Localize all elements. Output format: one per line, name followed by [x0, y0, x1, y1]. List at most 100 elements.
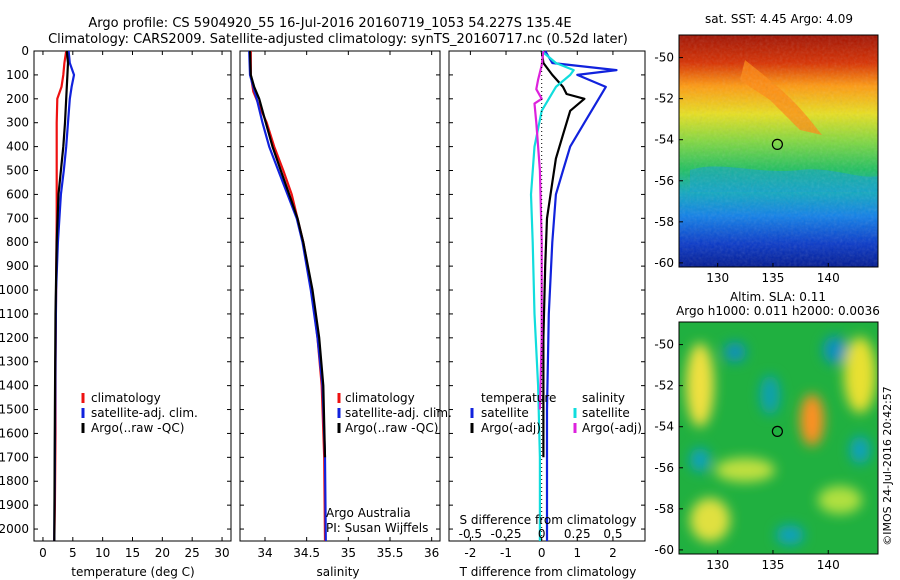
- temperature-axis-label: temperature (deg C): [71, 565, 194, 579]
- temperature-axis: 0 5 10 15 20 25 30: [39, 51, 230, 560]
- depth-tick-label: 700: [6, 211, 29, 225]
- legend-heading-temperature: temperature: [481, 391, 556, 405]
- depth-tick-label: 200: [6, 92, 29, 106]
- map-y-tick-label: -52: [654, 379, 674, 393]
- series-line: [544, 50, 618, 541]
- series-line: [529, 50, 575, 541]
- sst-map-axes: 130 135 140 -50 -52 -54 -56 -58 -60: [654, 51, 839, 285]
- depth-tick-label: 1500: [0, 403, 29, 417]
- map-x-tick-label: 140: [817, 271, 840, 285]
- sla-map-panel: Altim. SLA: 0.11 Argo h1000: 0.011 h2000…: [654, 290, 880, 572]
- map-y-tick-label: -58: [654, 502, 674, 516]
- sla-blob: [823, 336, 847, 364]
- temperature-series: [53, 50, 76, 542]
- legend-label-sal-satellite: satellite: [582, 406, 630, 420]
- map-y-tick-label: -50: [654, 51, 674, 65]
- map-x-tick-label: 130: [706, 558, 729, 572]
- map-y-tick-label: -54: [654, 420, 674, 434]
- sla-map-subtitle: Argo h1000: 0.011 h2000: 0.0036: [676, 304, 880, 318]
- legend-label-argo: Argo(..raw -QC): [91, 421, 184, 435]
- map-y-tick-label: -50: [654, 338, 674, 352]
- header-subtitle: Climatology: CARS2009. Satellite-adjuste…: [48, 32, 628, 47]
- sla-map-title: Altim. SLA: 0.11: [730, 290, 826, 304]
- sla-blob: [690, 448, 710, 472]
- series-line: [248, 50, 327, 458]
- depth-tick-label: 800: [6, 235, 29, 249]
- x-tick-label: 36: [424, 546, 439, 560]
- sst-profile-marker: [771, 138, 783, 150]
- sst-map-title: sat. SST: 4.45 Argo: 4.09: [705, 12, 853, 26]
- x-tick-label: 30: [214, 546, 229, 560]
- x-tick-label: 1: [573, 546, 581, 560]
- depth-tick-label: 300: [6, 116, 29, 130]
- x-tick-label: 2: [609, 546, 617, 560]
- header-title: Argo profile: CS 5904920_55 16-Jul-2016 …: [88, 16, 571, 31]
- salinity-legend: climatology satellite-adj. clim. Argo(..…: [337, 391, 452, 435]
- depth-tick-label: 2000: [0, 522, 29, 536]
- sla-blob: [690, 498, 730, 542]
- sla-blob: [724, 342, 746, 362]
- difference-legend: temperature salinity satellite Argo(-adj…: [470, 391, 642, 435]
- x-tick-label: 35: [341, 546, 356, 560]
- difference-panel: -2 -1 0 1 2 temperature salinity satellite A…: [448, 50, 646, 579]
- legend-label-sal-argo: Argo(-adj): [582, 421, 642, 435]
- salinity-axis: 34 34.5 35 35.5 36: [257, 51, 439, 560]
- map-y-tick-label: -56: [654, 461, 674, 475]
- x-tick-label: -2: [464, 546, 476, 560]
- imos-credit: ©IMOS 24-Jul-2016 20:42:57: [881, 386, 894, 546]
- t-difference-axis-label: T difference from climatology: [459, 565, 637, 579]
- depth-tick-label: 900: [6, 259, 29, 273]
- s-difference-tick-label: 0.25: [564, 527, 591, 541]
- x-tick-label: -1: [500, 546, 512, 560]
- temperature-plot-frame: [33, 50, 232, 542]
- depth-tick-label: 1600: [0, 426, 29, 440]
- sla-blob: [760, 375, 780, 415]
- map-y-tick-label: -54: [654, 133, 674, 147]
- depth-tick-label: 0: [21, 44, 29, 58]
- x-tick-label: 25: [185, 546, 200, 560]
- s-difference-tick-label: -0.5: [459, 527, 482, 541]
- sla-blob: [850, 436, 870, 464]
- sla-blob: [776, 525, 804, 545]
- depth-axis: 0 100 200 300 400 500 600 700 800 900 1000 1100 1200…: [0, 44, 231, 536]
- map-y-tick-label: -60: [654, 256, 674, 270]
- legend-label-climatology: climatology: [345, 391, 415, 405]
- sla-profile-marker: [771, 425, 783, 437]
- legend-label-satellite-adj: satellite-adj. clim.: [345, 406, 452, 420]
- s-difference-tick-labels: -0.5 -0.25 0 0.25 0.5: [459, 527, 623, 541]
- sla-blob: [686, 343, 714, 427]
- map-y-tick-label: -60: [654, 543, 674, 557]
- difference-series: [529, 50, 618, 541]
- depth-tick-label: 1400: [0, 379, 29, 393]
- series-line: [540, 50, 586, 458]
- map-x-tick-label: 135: [762, 271, 785, 285]
- depth-tick-label: 1200: [0, 331, 29, 345]
- x-tick-label: 35.5: [377, 546, 404, 560]
- depth-tick-label: 1000: [0, 283, 29, 297]
- sst-texture: [679, 35, 878, 267]
- depth-tick-label: 1800: [0, 474, 29, 488]
- s-difference-axis-label: S difference from climatology: [460, 513, 637, 527]
- sst-map-frame: [678, 34, 879, 268]
- x-tick-label: 15: [125, 546, 140, 560]
- map-x-tick-label: 130: [706, 271, 729, 285]
- map-x-tick-label: 135: [762, 558, 785, 572]
- salinity-depth-ticks: [240, 50, 440, 530]
- salinity-annotation-pi: PI: Susan Wijffels: [326, 521, 428, 535]
- salinity-annotation-agency: Argo Australia: [326, 506, 411, 520]
- sla-blob: [844, 337, 876, 413]
- legend-label-argo: Argo(..raw -QC): [345, 421, 438, 435]
- s-difference-tick-label: -0.25: [490, 527, 521, 541]
- sla-blob: [800, 394, 824, 446]
- s-difference-tick-label: 0: [538, 527, 546, 541]
- map-y-tick-label: -52: [654, 92, 674, 106]
- x-tick-label: 20: [155, 546, 170, 560]
- depth-tick-label: 100: [6, 68, 29, 82]
- x-tick-label: 10: [95, 546, 110, 560]
- legend-label-satellite-adj: satellite-adj. clim.: [91, 406, 198, 420]
- depth-tick-label: 1300: [0, 355, 29, 369]
- legend-label-temp-satellite: satellite: [481, 406, 529, 420]
- series-line: [53, 50, 70, 542]
- sst-map-panel: sat. SST: 4.45 Argo: 4.09 130 135 140 -50 -5…: [654, 12, 879, 285]
